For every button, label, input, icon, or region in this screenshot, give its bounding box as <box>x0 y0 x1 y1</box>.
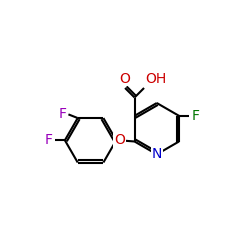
Text: F: F <box>45 133 53 147</box>
Text: F: F <box>58 108 66 122</box>
Text: OH: OH <box>145 72 167 86</box>
Text: O: O <box>120 72 130 86</box>
Text: N: N <box>152 147 162 161</box>
Text: F: F <box>191 109 199 123</box>
Text: O: O <box>114 133 125 147</box>
